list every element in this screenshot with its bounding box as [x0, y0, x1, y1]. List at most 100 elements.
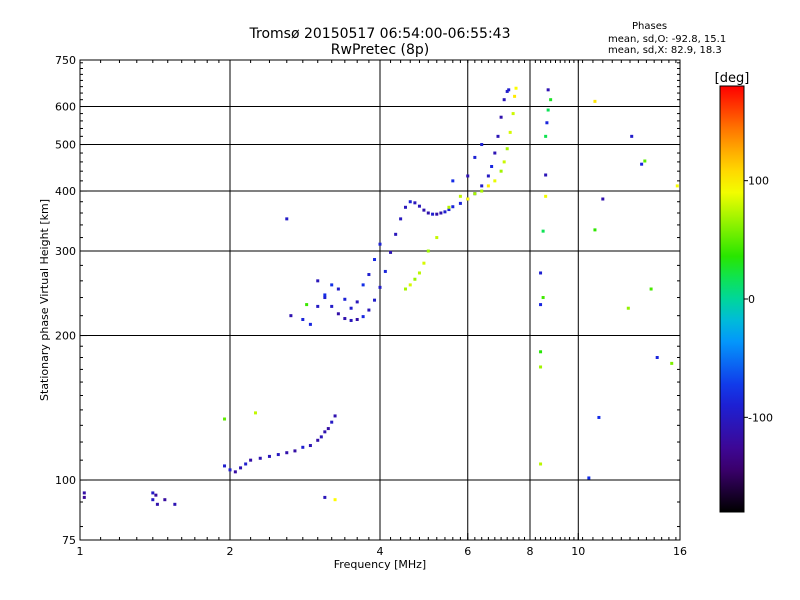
data-point [508, 130, 512, 134]
data-point [267, 454, 271, 458]
data-point [447, 205, 451, 209]
y-tick-label: 200 [55, 330, 76, 343]
y-tick-label: 500 [55, 139, 76, 152]
data-point [499, 115, 503, 119]
data-point [451, 205, 455, 209]
data-point [355, 300, 359, 304]
data-point [422, 208, 426, 212]
data-point [361, 283, 365, 287]
data-point [458, 194, 462, 198]
data-point [336, 312, 340, 316]
data-point [330, 304, 334, 308]
data-point [378, 285, 382, 289]
phase-stats-o: mean, sd,O: -92.8, 15.1 [608, 34, 727, 45]
data-point [649, 287, 653, 291]
data-point [466, 174, 470, 178]
data-point [361, 315, 365, 319]
data-point [389, 250, 393, 254]
data-point [447, 208, 451, 212]
data-point [394, 232, 398, 236]
data-point [276, 453, 280, 457]
data-point [493, 151, 497, 155]
data-point [316, 304, 320, 308]
data-point [545, 121, 549, 125]
data-point [431, 212, 435, 216]
data-point [505, 147, 509, 151]
data-point [451, 179, 455, 183]
data-point [439, 211, 443, 215]
data-point [163, 498, 167, 502]
data-point [505, 89, 509, 93]
series-f-region-trace-o-mode- [316, 88, 511, 322]
data-point [233, 470, 237, 474]
data-point [544, 134, 548, 138]
data-point [417, 271, 421, 275]
data-point [373, 258, 377, 262]
y-tick-label: 750 [55, 54, 76, 67]
data-point [155, 502, 159, 506]
series-e-region-trace-o-mode- [223, 414, 337, 474]
x-tick-label: 16 [673, 545, 687, 558]
y-tick-label: 300 [55, 245, 76, 258]
data-point [285, 217, 289, 221]
series-scattered-x-mode-echoes [223, 98, 679, 502]
data-point [443, 210, 447, 214]
data-point [435, 212, 439, 216]
data-point [336, 287, 340, 291]
data-point [502, 160, 506, 164]
data-point [333, 498, 337, 502]
colorbar-label: [deg] [715, 71, 750, 86]
data-point [541, 229, 545, 233]
y-axis-label: Stationary phase Virtual Height [km] [38, 199, 51, 401]
data-point [544, 173, 548, 177]
data-point [333, 414, 337, 418]
data-point [507, 88, 511, 92]
data-point [539, 462, 543, 466]
data-point [490, 164, 494, 168]
phase-stats-x: mean, sd,X: 82.9, 18.3 [608, 45, 722, 56]
data-point [323, 430, 327, 434]
data-point [323, 293, 327, 297]
data-point [289, 314, 293, 318]
data-point [511, 112, 515, 116]
data-point [244, 462, 248, 466]
data-point [373, 298, 377, 302]
data-point [301, 317, 305, 321]
data-point [399, 217, 403, 221]
data-point [480, 143, 484, 147]
data-point [349, 318, 353, 322]
chart-title: Tromsø 20150517 06:54:00-06:55:43 [249, 26, 511, 42]
y-tick-label: 400 [55, 185, 76, 198]
y-tick-label: 600 [55, 101, 76, 114]
data-point [316, 438, 320, 442]
colorbar [719, 85, 745, 513]
data-point [151, 491, 155, 495]
data-point [630, 134, 634, 138]
series-scattered-o-mode-echoes [285, 88, 659, 499]
data-point [486, 174, 490, 178]
x-tick-label: 1 [77, 545, 84, 558]
data-point [601, 197, 605, 201]
data-point [655, 355, 659, 359]
data-point [367, 308, 371, 312]
data-point [473, 192, 477, 196]
colorbar-tick-label: 0 [748, 293, 755, 306]
data-point [308, 322, 312, 326]
data-point [223, 464, 227, 468]
data-point [597, 415, 601, 419]
data-point [417, 204, 421, 208]
data-point [223, 417, 227, 421]
data-point [593, 99, 597, 103]
data-point [539, 350, 543, 354]
data-point [539, 365, 543, 369]
data-point [355, 317, 359, 321]
data-point [426, 249, 430, 253]
data-point [293, 449, 297, 453]
data-point [330, 420, 334, 424]
x-tick-label: 8 [527, 545, 534, 558]
data-point [643, 159, 647, 163]
data-point [466, 197, 470, 201]
y-tick-label: 75 [62, 534, 76, 547]
series-f-region-trace-secondary [316, 242, 382, 310]
